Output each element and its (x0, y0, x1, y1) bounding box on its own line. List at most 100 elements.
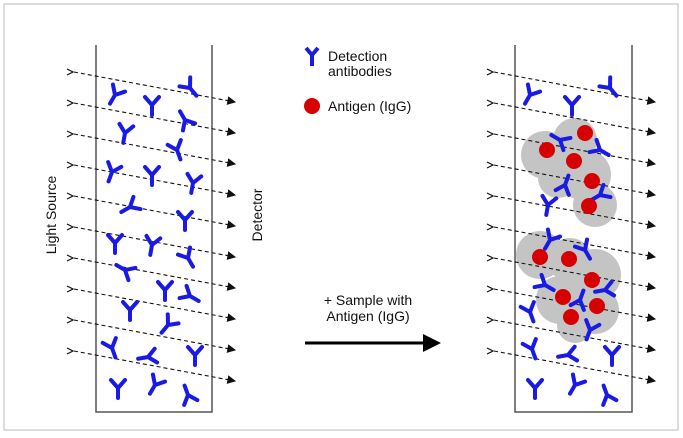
light-path (73, 195, 237, 229)
chevron (486, 99, 495, 107)
light-path (493, 226, 657, 260)
antibody (563, 95, 581, 117)
antibody (159, 312, 181, 335)
antibody (584, 318, 602, 342)
chevron (66, 254, 75, 262)
antibody (177, 283, 201, 303)
cuvette-right (514, 45, 633, 413)
detector-label: Detector (249, 188, 265, 241)
antibody (593, 279, 617, 298)
legend-antigen-icon (304, 98, 320, 114)
antibody (556, 344, 580, 363)
light-path (73, 257, 237, 291)
light-path (73, 102, 237, 136)
light-path (73, 71, 237, 105)
light-path (493, 195, 657, 229)
chevron (66, 130, 75, 138)
antibody (148, 372, 168, 396)
antibody (518, 300, 536, 324)
arrow-label: + Sample with (324, 292, 412, 308)
legend-label: Detection (328, 48, 387, 64)
light-path (73, 164, 237, 198)
chevron (66, 68, 75, 76)
antibody (543, 227, 563, 251)
chevron (66, 99, 75, 107)
antibody (109, 378, 127, 400)
chevron (486, 347, 495, 355)
antibody (136, 346, 160, 365)
antibody (108, 82, 128, 106)
antibody (143, 95, 161, 117)
light-path (73, 133, 237, 167)
chevron (66, 285, 75, 293)
antibody (572, 237, 592, 261)
antibody (106, 233, 124, 255)
antibody (121, 300, 139, 322)
antibody (568, 372, 588, 396)
light-path (73, 350, 237, 384)
light-path (493, 164, 657, 198)
light-path (73, 288, 237, 322)
antibody (182, 383, 200, 407)
antibody (549, 133, 573, 153)
legend-antibody-icon (304, 46, 320, 66)
chevron (66, 347, 75, 355)
chevron (486, 192, 495, 200)
light-path (493, 319, 657, 353)
arrow-label: Antigen (IgG) (326, 308, 409, 324)
cuvettes (95, 45, 633, 413)
antibody (526, 378, 544, 400)
antibody (117, 121, 136, 145)
antibody (119, 194, 143, 214)
light-path (493, 257, 657, 291)
chevron (486, 130, 495, 138)
chevron (66, 192, 75, 200)
chevron (66, 316, 75, 324)
antibody (165, 138, 183, 162)
antibody (100, 336, 118, 360)
legend-label: antibodies (328, 63, 392, 79)
antibody (186, 345, 204, 367)
antibody (156, 280, 174, 302)
antibody (106, 160, 124, 184)
antibody (601, 383, 619, 407)
chevron (66, 161, 75, 169)
antibodies (100, 75, 621, 407)
frame (3, 3, 679, 431)
antibody (553, 173, 571, 197)
chevron (486, 254, 495, 262)
antibody (520, 337, 538, 361)
antibody (114, 263, 138, 283)
antibody (597, 75, 619, 98)
antigens (532, 125, 605, 325)
antibody (176, 210, 194, 232)
light-path (493, 350, 657, 384)
light-path (73, 319, 237, 353)
antibody (185, 171, 204, 195)
light-paths (66, 68, 657, 384)
antibody (568, 288, 586, 312)
antibody (178, 109, 198, 133)
light-path (493, 288, 657, 322)
legend-label: Antigen (IgG) (328, 98, 411, 114)
antibody (540, 193, 559, 217)
light-path (493, 133, 657, 167)
antibody (144, 233, 163, 257)
chevron (486, 223, 495, 231)
light-path (493, 102, 657, 136)
chevron (486, 316, 495, 324)
chevron (486, 285, 495, 293)
light-source-label: Light Source (43, 175, 59, 254)
light-path (493, 71, 657, 105)
light-path (73, 226, 237, 260)
cuvette-left (95, 45, 213, 413)
antibody (143, 165, 161, 187)
antibody (587, 137, 611, 157)
antibody (603, 345, 621, 367)
antibody (175, 245, 195, 269)
chevron (66, 223, 75, 231)
chevron (486, 161, 495, 169)
antibody (523, 82, 543, 106)
antibody (177, 75, 199, 98)
